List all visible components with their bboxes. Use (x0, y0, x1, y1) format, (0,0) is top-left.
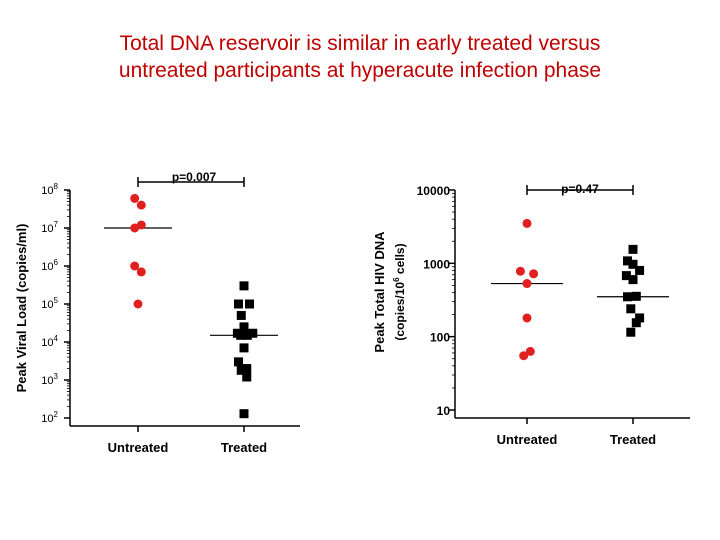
data-point-treated (631, 291, 641, 301)
slide-title-line-1: Total DNA reservoir is similar in early … (119, 32, 601, 55)
y-tick-label-base: 10 (41, 375, 53, 387)
data-point-untreated (136, 267, 146, 277)
y-axis-label-part: (copies/10 (393, 282, 407, 341)
x-category-label: Treated (221, 440, 267, 455)
hiv-dna-chart: 10 100 1000 10000 Untreated Treated Peak Total… (372, 182, 690, 447)
y-tick-label: 100 (430, 331, 450, 345)
y-tick-label-base: 10 (41, 337, 53, 349)
slide-title: Total DNA reservoir is similar in early … (0, 30, 720, 84)
data-point-untreated (529, 269, 539, 279)
y-axis-label-part: cells) (393, 243, 407, 277)
x-category-label: Untreated (497, 432, 558, 447)
data-point-treated (242, 372, 252, 382)
data-point-treated (628, 259, 638, 269)
significance-bracket (137, 177, 245, 187)
y-tick-label: 10 (437, 404, 451, 418)
p-value-label: p=0.007 (172, 170, 217, 184)
data-point-untreated (519, 351, 529, 361)
y-tick-label-base: 10 (41, 299, 53, 311)
y-tick-label-exponent: 4 (54, 334, 59, 343)
data-point-untreated (522, 313, 532, 323)
data-point-treated (626, 304, 636, 314)
data-point-treated (239, 409, 249, 419)
data-point-untreated (133, 299, 143, 309)
data-point-treated (248, 328, 258, 338)
data-point-untreated (515, 266, 525, 276)
y-tick-label: 105 (41, 296, 58, 311)
data-point-treated (242, 330, 252, 340)
y-tick-label-base: 10 (41, 413, 53, 425)
y-tick-label-exponent: 7 (54, 220, 59, 229)
data-point-untreated (522, 218, 532, 228)
data-point-untreated (130, 193, 140, 203)
significance-bracket (526, 185, 634, 195)
y-axis-label-line-2: (copies/106 cells) (392, 243, 407, 340)
y-tick-label-exponent: 6 (54, 258, 59, 267)
y-tick-label-base: 10 (41, 261, 53, 273)
data-point-treated (236, 330, 246, 340)
data-point-treated (239, 343, 249, 353)
data-point-treated (623, 292, 632, 302)
data-point-treated (635, 313, 645, 323)
y-tick-label: 104 (41, 334, 58, 349)
y-tick-label-exponent: 8 (54, 182, 59, 191)
data-point-treated (242, 364, 252, 374)
y-tick-label: 107 (41, 220, 58, 235)
data-point-treated (626, 327, 636, 337)
y-tick-label: 106 (41, 258, 58, 273)
data-point-treated (239, 281, 249, 291)
data-point-treated (234, 357, 243, 367)
y-tick-label: 108 (41, 182, 58, 197)
y-tick-label-exponent: 3 (54, 372, 59, 381)
data-point-treated (628, 275, 638, 285)
data-point-treated (239, 322, 249, 332)
data-point-untreated (522, 279, 532, 289)
y-tick-label: 103 (41, 372, 58, 387)
y-tick-label-exponent: 2 (54, 410, 59, 419)
data-point-untreated (136, 200, 146, 210)
data-point-treated (628, 244, 638, 254)
data-point-treated (236, 310, 246, 320)
y-tick-label: 1000 (423, 257, 450, 271)
data-point-untreated (136, 220, 146, 230)
data-point-treated (234, 299, 243, 309)
y-tick-label-exponent: 5 (54, 296, 59, 305)
data-point-treated (631, 318, 641, 328)
y-axis-label-part: 6 (392, 277, 401, 282)
y-tick-label-base: 10 (41, 185, 53, 197)
y-axis-label: Peak Viral Load (copies/ml) (14, 224, 29, 393)
data-point-treated (635, 265, 645, 275)
data-point-treated (621, 271, 631, 281)
y-axis-label-line-1: Peak Total HIV DNA (372, 231, 387, 353)
y-tick-label: 102 (41, 410, 58, 425)
slide-title-line-2: untreated participants at hyperacute inf… (118, 59, 602, 82)
x-category-label: Treated (610, 432, 656, 447)
x-category-label: Untreated (108, 440, 169, 455)
data-point-treated (236, 365, 246, 375)
p-value-label: p=0.47 (561, 182, 599, 196)
data-point-untreated (130, 261, 140, 271)
data-point-treated (245, 299, 254, 309)
data-point-untreated (525, 346, 535, 356)
y-tick-label: 10000 (417, 184, 451, 198)
data-point-treated (623, 256, 632, 266)
y-tick-label-base: 10 (41, 223, 53, 235)
